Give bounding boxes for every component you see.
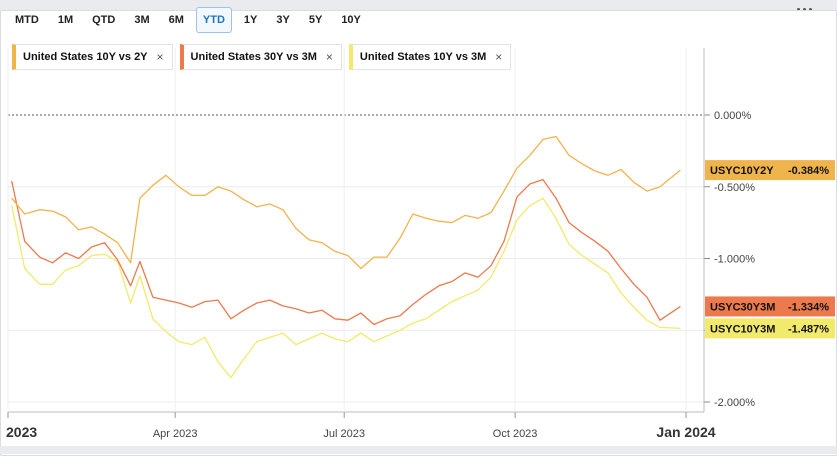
last-value-tag-usyc10y2y: USYC10Y2Y -0.384% [705, 160, 835, 181]
tag-value: -1.487% [788, 323, 829, 335]
x-axis-labels: 2023 Apr 2023 Jul 2023 Oct 2023 Jan 2024 [6, 424, 716, 440]
legend-chip[interactable]: United States 10Y vs 3M × [348, 44, 512, 70]
x-tick-label: Jan 2024 [656, 424, 715, 440]
range-button-1y[interactable]: 1Y [243, 14, 258, 26]
range-button-6m[interactable]: 6M [168, 14, 184, 26]
range-button-mtd[interactable]: MTD [15, 14, 39, 26]
x-tick-label: Apr 2023 [153, 428, 198, 440]
grid-lines [7, 48, 710, 418]
window-top-strip [0, 0, 837, 11]
remove-series-icon[interactable]: × [156, 50, 164, 64]
tag-background [705, 296, 835, 317]
tag-background [705, 318, 835, 339]
remove-series-icon[interactable]: × [325, 50, 333, 64]
legend-label: United States 10Y vs 3M [359, 51, 487, 63]
series-line-usyc10y2y [11, 135, 681, 270]
last-value-tags: USYC10Y2Y -0.384% USYC30Y3M -1.334% USYC10Y3… [705, 160, 835, 339]
range-button-5y[interactable]: 5Y [308, 14, 323, 26]
series-line-usyc10y3m [11, 197, 681, 379]
tag-symbol: USYC10Y3M [710, 323, 775, 335]
y-tick-label: -0.500% [714, 182, 755, 194]
time-range-selector: MTD 1M QTD 3M 6M YTD 1Y 3Y 5Y 10Y [8, 7, 373, 33]
remove-series-icon[interactable]: × [495, 50, 503, 64]
y-tick-label: -1.000% [714, 254, 755, 266]
y-tick-label: -2.000% [714, 397, 755, 409]
x-tick-label: Oct 2023 [493, 428, 538, 440]
tag-value: -0.384% [788, 165, 829, 177]
range-button-3y[interactable]: 3Y [276, 14, 290, 26]
series-line-usyc30y3m [11, 178, 681, 326]
bottom-strip [0, 446, 837, 454]
series-lines [11, 135, 681, 379]
last-value-tag-usyc10y3m: USYC10Y3M -1.487% [705, 318, 835, 339]
range-button-qtd[interactable]: QTD [92, 14, 116, 26]
range-button-1m[interactable]: 1M [57, 14, 74, 26]
legend-label: United States 10Y vs 2Y [23, 51, 148, 63]
y-tick-label: 0.000% [714, 110, 752, 122]
legend-chip[interactable]: United States 10Y vs 2Y × [12, 44, 173, 70]
legend-chip[interactable]: United States 30Y vs 3M × [179, 44, 342, 70]
more-options-icon[interactable] [797, 0, 817, 11]
y-axis-labels: 0.000%-0.500%-1.000%-1.500%-2.000% [714, 110, 755, 409]
tag-symbol: USYC30Y3M [710, 301, 775, 313]
range-button-10y[interactable]: 10Y [341, 14, 361, 26]
range-button-3m[interactable]: 3M [134, 14, 150, 26]
range-button-ytd[interactable]: YTD [195, 7, 232, 33]
x-tick-label: 2023 [6, 424, 37, 440]
last-value-tag-usyc30y3m: USYC30Y3M -1.334% [705, 296, 835, 317]
series-legend: United States 10Y vs 2Y × United States 30… [12, 44, 518, 70]
x-tick-label: Jul 2023 [323, 428, 365, 440]
tag-value: -1.334% [788, 301, 829, 313]
legend-label: United States 30Y vs 3M [190, 51, 317, 63]
tag-symbol: USYC10Y2Y [710, 165, 774, 177]
tag-background [705, 160, 835, 181]
